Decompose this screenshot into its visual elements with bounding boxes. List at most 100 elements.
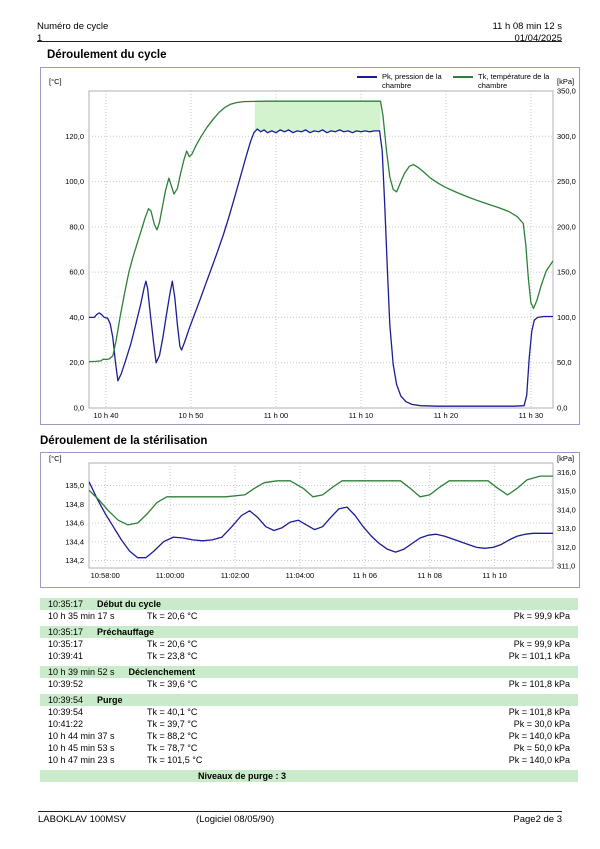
svg-text:100,0: 100,0	[557, 313, 576, 322]
cycle-number-value: 1	[37, 33, 43, 44]
row-temperature: Tk = 78,7 °C	[147, 743, 198, 753]
svg-text:316,0: 316,0	[557, 468, 576, 477]
header-rule	[37, 41, 562, 42]
svg-text:300,0: 300,0	[557, 132, 576, 141]
row-pressure: Pk = 101,8 kPa	[508, 679, 570, 689]
svg-text:11:04:00: 11:04:00	[286, 571, 315, 580]
report-time: 11 h 08 min 12 s	[492, 21, 562, 32]
log-row: 10:39:52 Tk = 39,6 °C Pk = 101,8 kPa	[40, 678, 578, 690]
row-temperature: Tk = 23,8 °C	[147, 651, 198, 661]
svg-text:134,8: 134,8	[65, 500, 84, 509]
phase-time: 10:35:17	[48, 627, 84, 637]
svg-text:11 h 10: 11 h 10	[482, 571, 506, 580]
phase-time: 10:35:17	[48, 599, 84, 609]
row-time: 10:39:52	[48, 679, 84, 689]
svg-text:11 h 30: 11 h 30	[519, 411, 543, 420]
pk-line-swatch	[357, 76, 377, 78]
svg-text:134,2: 134,2	[65, 556, 84, 565]
page-number: Page2 de 3	[513, 814, 562, 825]
svg-text:20,0: 20,0	[69, 358, 84, 367]
report-date: 01/04/2025	[514, 33, 562, 44]
phase-header: 10:35:17 Début du cycle	[40, 598, 578, 610]
legend-item-pk: Pk, pression de la chambre	[357, 72, 456, 90]
svg-text:[kPa]: [kPa]	[557, 454, 574, 463]
svg-text:313,0: 313,0	[557, 524, 576, 533]
phase-time: 10 h 39 min 52 s	[48, 667, 115, 677]
row-pressure: Pk = 140,0 kPa	[508, 731, 570, 741]
svg-text:11 h 00: 11 h 00	[264, 411, 288, 420]
row-time: 10:35:17	[48, 639, 84, 649]
cycle-chart-panel: Pk, pression de la chambre Tk, températu…	[40, 67, 580, 425]
log-row: 10 h 47 min 23 s Tk = 101,5 °C Pk = 140,0 …	[40, 754, 578, 766]
phase-log: 10:35:17 Début du cycle 10 h 35 min 17 s Tk…	[40, 598, 578, 782]
tk-line-swatch	[453, 76, 473, 78]
svg-text:[°C]: [°C]	[49, 77, 62, 86]
row-time: 10 h 35 min 17 s	[48, 611, 115, 621]
row-time: 10 h 47 min 23 s	[48, 755, 115, 765]
svg-text:10 h 50: 10 h 50	[178, 411, 203, 420]
log-row: 10:39:41 Tk = 23,8 °C Pk = 101,1 kPa	[40, 650, 578, 662]
row-pressure: Pk = 99,9 kPa	[513, 611, 570, 621]
row-temperature: Tk = 39,7 °C	[147, 719, 198, 729]
log-row: 10 h 35 min 17 s Tk = 20,6 °C Pk = 99,9 kP…	[40, 610, 578, 622]
row-time: 10:41:22	[48, 719, 84, 729]
svg-text:11 h 20: 11 h 20	[434, 411, 458, 420]
row-temperature: Tk = 88,2 °C	[147, 731, 198, 741]
software-version: (Logiciel 08/05/90)	[196, 814, 275, 825]
phase-time: 10:39:54	[48, 695, 84, 705]
log-row: 10 h 44 min 37 s Tk = 88,2 °C Pk = 140,0 k…	[40, 730, 578, 742]
sterilization-chart-panel: 10:58:00 11:00:00 11:02:00 11:04:00 11 h 06 1…	[40, 452, 580, 588]
svg-text:11 h 10: 11 h 10	[349, 411, 373, 420]
phase-name: Déclenchement	[128, 667, 196, 677]
sterilization-chart-title: Déroulement de la stérilisation	[40, 435, 208, 447]
cycle-number-label: Numéro de cycle	[37, 21, 109, 32]
row-temperature: Tk = 39,6 °C	[147, 679, 198, 689]
cycle-chart-title: Déroulement du cycle	[47, 49, 167, 61]
row-pressure: Pk = 101,8 kPa	[508, 707, 570, 717]
log-section: 10 h 39 min 52 s Déclenchement 10:39:52 Tk …	[40, 666, 578, 690]
svg-text:11 h 08: 11 h 08	[417, 571, 441, 580]
row-pressure: Pk = 99,9 kPa	[513, 639, 570, 649]
svg-text:314,0: 314,0	[557, 505, 576, 514]
svg-text:11 h 06: 11 h 06	[353, 571, 377, 580]
row-time: 10:39:54	[48, 707, 84, 717]
svg-text:134,4: 134,4	[65, 537, 84, 546]
phase-header: 10 h 39 min 52 s Déclenchement	[40, 666, 578, 678]
purge-levels-note: Niveaux de purge : 3	[40, 770, 578, 782]
svg-text:134,6: 134,6	[65, 519, 84, 528]
device-name: LABOKLAV 100MSV	[38, 814, 127, 825]
svg-text:10 h 40: 10 h 40	[93, 411, 118, 420]
log-row: 10 h 45 min 53 s Tk = 78,7 °C Pk = 50,0 kP…	[40, 742, 578, 754]
svg-text:0,0: 0,0	[74, 404, 84, 413]
log-row: 10:35:17 Tk = 20,6 °C Pk = 99,9 kPa	[40, 638, 578, 650]
svg-text:315,0: 315,0	[557, 487, 576, 496]
log-section: 10:35:17 Début du cycle 10 h 35 min 17 s Tk…	[40, 598, 578, 622]
row-pressure: Pk = 50,0 kPa	[513, 743, 570, 753]
svg-text:50,0: 50,0	[557, 358, 572, 367]
row-pressure: Pk = 30,0 kPa	[513, 719, 570, 729]
row-time: 10 h 44 min 37 s	[48, 731, 115, 741]
phase-header: 10:35:17 Préchauffage	[40, 626, 578, 638]
svg-text:150,0: 150,0	[557, 268, 576, 277]
svg-text:312,0: 312,0	[557, 543, 576, 552]
phase-header: 10:39:54 Purge	[40, 694, 578, 706]
log-row: 10:41:22 Tk = 39,7 °C Pk = 30,0 kPa	[40, 718, 578, 730]
row-pressure: Pk = 101,1 kPa	[508, 651, 570, 661]
svg-text:60,0: 60,0	[69, 268, 84, 277]
svg-text:11:02:00: 11:02:00	[221, 571, 250, 580]
row-temperature: Tk = 20,6 °C	[147, 611, 198, 621]
svg-text:135,0: 135,0	[65, 481, 84, 490]
footer-rule	[38, 811, 562, 812]
svg-text:200,0: 200,0	[557, 222, 576, 231]
svg-text:250,0: 250,0	[557, 177, 576, 186]
log-row: 10:39:54 Tk = 40,1 °C Pk = 101,8 kPa	[40, 706, 578, 718]
svg-text:40,0: 40,0	[69, 313, 84, 322]
sterilization-chart: 10:58:00 11:00:00 11:02:00 11:04:00 11 h 06 1…	[49, 454, 576, 580]
svg-text:11:00:00: 11:00:00	[156, 571, 185, 580]
row-temperature: Tk = 40,1 °C	[147, 707, 198, 717]
svg-text:80,0: 80,0	[69, 222, 84, 231]
svg-text:311,0: 311,0	[557, 562, 575, 571]
svg-text:10:58:00: 10:58:00	[91, 571, 120, 580]
pk-legend-label: Pk, pression de la chambre	[382, 72, 442, 90]
